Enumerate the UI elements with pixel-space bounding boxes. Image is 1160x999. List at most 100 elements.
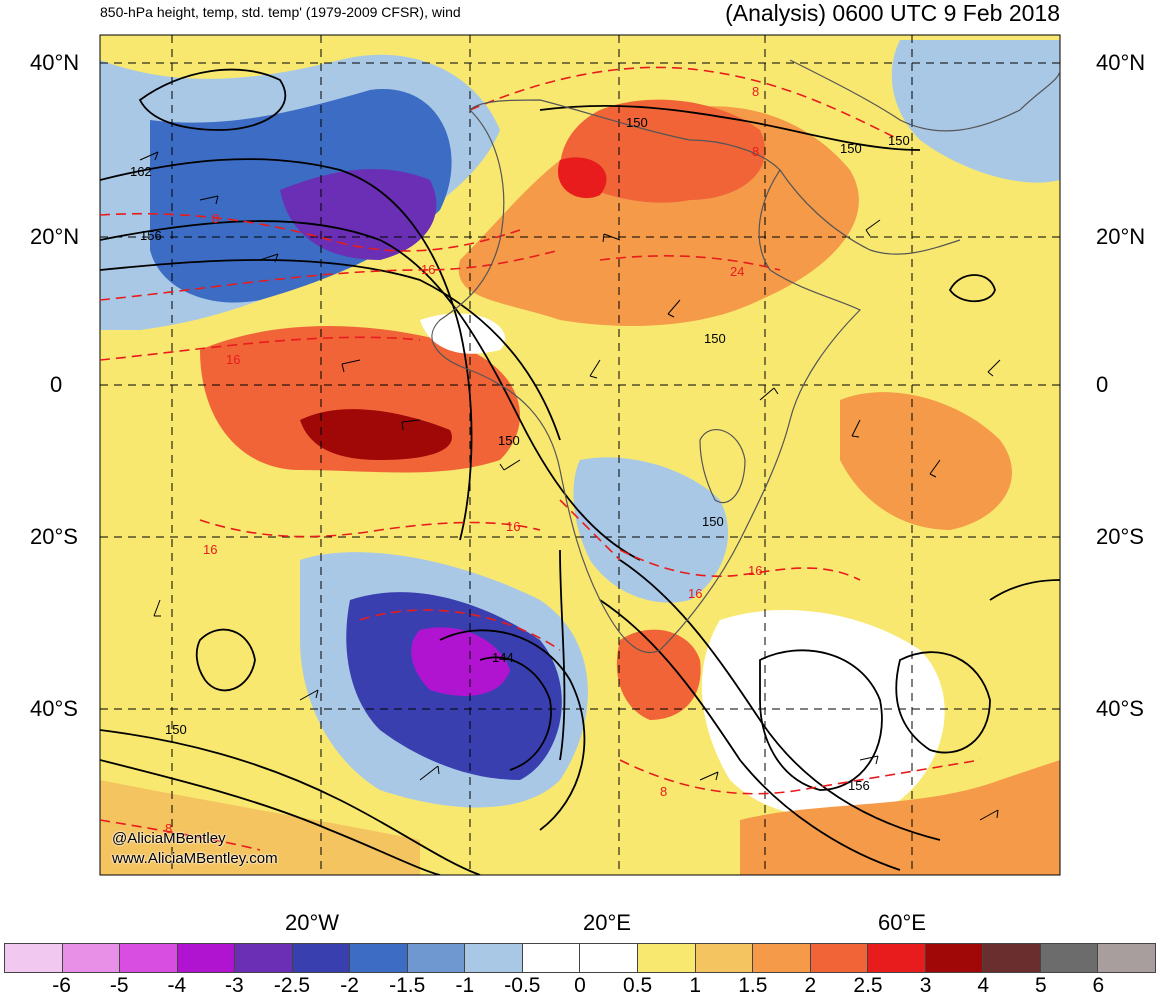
colorbar-swatch	[695, 944, 754, 972]
anomaly-field-north-africa	[558, 157, 607, 199]
svg-text:16: 16	[688, 586, 702, 601]
colorbar-label: 4	[977, 974, 990, 997]
colorbar-swatch	[350, 944, 408, 972]
map-valid-time: (Analysis) 0600 UTC 9 Feb 2018	[725, 0, 1060, 26]
lat-label-40n-right: 40°N	[1096, 50, 1146, 75]
colorbar-label: -6	[52, 974, 71, 997]
colorbar-swatch	[407, 944, 466, 972]
svg-text:150: 150	[704, 331, 726, 346]
svg-text:8: 8	[752, 144, 759, 159]
colorbar-label: 3	[919, 974, 932, 997]
colorbar-swatch	[1098, 944, 1155, 972]
colorbar-swatch	[580, 944, 639, 972]
map-field	[100, 35, 1060, 875]
anomaly-field-indian-ocean-warm	[840, 392, 1012, 530]
svg-text:162: 162	[130, 164, 152, 179]
colorbar-label: 0	[574, 974, 586, 997]
anomaly-field-equatorial-hot	[300, 409, 452, 460]
colorbar-label: 0.5	[622, 974, 653, 997]
colorbar-label: 5	[1034, 974, 1047, 997]
map-panel: 162 156 150 150 150 150 150 150 150 144 …	[99, 34, 1061, 876]
height-labels: 162 156 150 150 150 150 150 150 150 144 …	[130, 115, 910, 793]
colorbar-label: 2	[804, 974, 817, 997]
svg-text:150: 150	[702, 514, 724, 529]
wind-barbs	[139, 151, 1001, 821]
colorbar-swatch	[1040, 944, 1099, 972]
lat-label-40s-right: 40°S	[1096, 696, 1144, 721]
colorbar-swatch	[522, 944, 581, 972]
lon-label-20e: 20°E	[583, 910, 631, 935]
svg-text:16: 16	[203, 542, 217, 557]
svg-text:150: 150	[888, 133, 910, 148]
colorbar-label: -4	[167, 974, 187, 997]
colorbar-swatch	[925, 944, 984, 972]
colorbar-label: 6	[1092, 974, 1105, 997]
svg-text:150: 150	[840, 141, 862, 156]
lat-label-20n-left: 20°N	[30, 224, 80, 249]
colorbar-label: -2.5	[273, 974, 311, 997]
lat-label-20n-right: 20°N	[1096, 224, 1146, 249]
svg-text:16: 16	[748, 563, 762, 578]
lat-label-40s-left: 40°S	[30, 696, 78, 721]
svg-text:8: 8	[212, 211, 219, 226]
lat-label-20s-right: 20°S	[1096, 524, 1144, 549]
lon-label-20w: 20°W	[285, 910, 340, 935]
svg-text:16: 16	[506, 519, 520, 534]
watermark-handle: @AliciaMBentley	[112, 830, 226, 847]
svg-text:24: 24	[730, 264, 744, 279]
colorbar-label: -1	[455, 974, 475, 997]
svg-text:150: 150	[165, 722, 187, 737]
colorbar-label: 2.5	[853, 974, 883, 997]
colorbar-swatch	[983, 944, 1041, 972]
svg-text:156: 156	[140, 228, 162, 243]
lat-label-40n-left: 40°N	[30, 50, 80, 75]
anomaly-field-asia-cold	[891, 40, 1060, 183]
svg-text:150: 150	[498, 433, 520, 448]
lat-label-eq-right: 0	[1096, 372, 1109, 397]
colorbar-label: -1.5	[389, 974, 426, 997]
colorbar-label: -3	[225, 974, 244, 997]
height-contours	[100, 68, 1060, 875]
colorbar-swatch	[292, 944, 351, 972]
svg-text:8: 8	[660, 784, 667, 799]
lat-label-eq-left: 0	[50, 372, 63, 397]
svg-text:8: 8	[752, 84, 759, 99]
colorbar-swatch	[868, 944, 926, 972]
svg-text:150: 150	[626, 115, 648, 130]
anomaly-field-southern-africa-cold	[573, 457, 729, 603]
colorbar-swatch	[177, 944, 236, 972]
lat-label-20s-left: 20°S	[30, 524, 78, 549]
colorbar-label: 1	[689, 974, 702, 997]
svg-text:16: 16	[421, 262, 435, 277]
anomaly-field-southern-africa-warm	[616, 629, 701, 720]
anomaly-field-southeast-warm	[740, 760, 1060, 875]
colorbar-swatch	[235, 944, 293, 972]
colorbar-swatch	[120, 944, 178, 972]
coastlines	[431, 59, 1060, 654]
svg-text:144: 144	[492, 650, 514, 665]
colorbar-swatch	[638, 944, 696, 972]
colorbar-swatch	[5, 944, 63, 972]
svg-text:156: 156	[848, 778, 870, 793]
map-title: 850-hPa height, temp, std. temp' (1979-2…	[100, 4, 461, 20]
colorbar-label: 1.5	[738, 974, 768, 997]
colorbar-swatch	[465, 944, 523, 972]
colorbar-swatch	[810, 944, 869, 972]
watermark-url: www.AliciaMBentley.com	[112, 850, 278, 867]
svg-text:16: 16	[226, 352, 240, 367]
colorbar-label: -0.5	[504, 974, 541, 997]
colorbar-label: -2	[340, 974, 359, 997]
anomaly-field-indian-ocean-neutral	[701, 610, 945, 818]
colorbar-swatch	[62, 944, 121, 972]
svg-text:8: 8	[165, 821, 172, 836]
anomaly-field-egypt-hot	[560, 99, 766, 203]
colorbar-swatch	[753, 944, 811, 972]
lon-label-60e: 60°E	[878, 910, 926, 935]
colorbar	[4, 943, 1156, 973]
temperature-contours	[100, 66, 981, 851]
colorbar-label: -5	[109, 974, 129, 997]
anomaly-field-southern-ocean-warm	[100, 780, 420, 875]
anomaly-field-south-atlantic-coldest	[411, 627, 510, 696]
map-frame	[99, 34, 1061, 876]
temperature-labels: 8 16 16 16 16 16 16 24 8 8 8 8	[165, 84, 762, 836]
